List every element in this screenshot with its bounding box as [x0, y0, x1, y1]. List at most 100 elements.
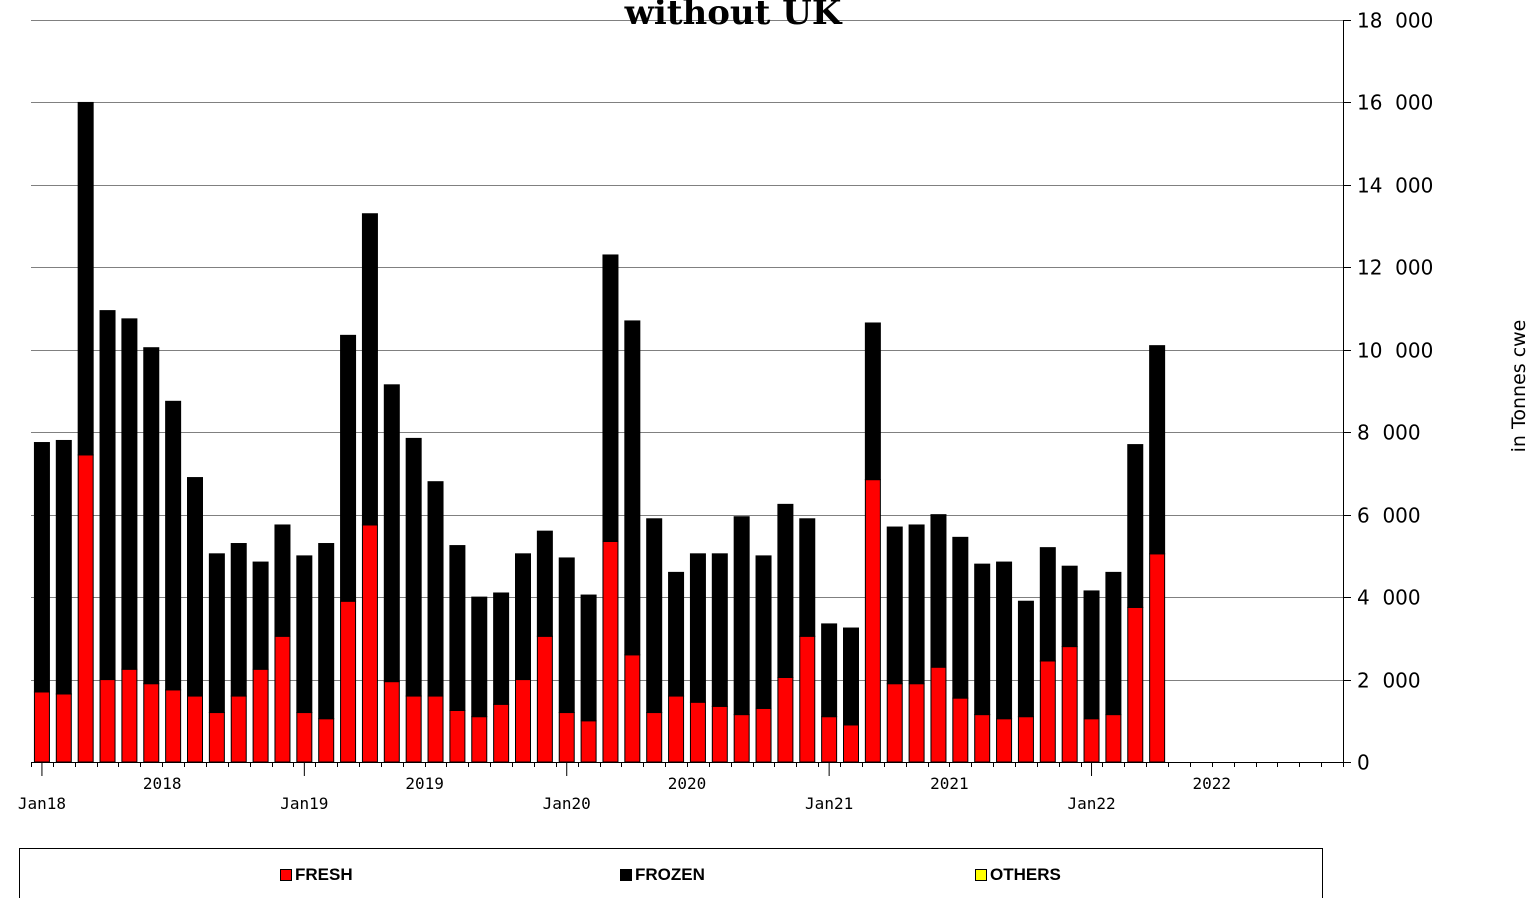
- bar-fresh: [230, 695, 247, 763]
- bar-frozen: [471, 596, 488, 718]
- bar-fresh: [843, 724, 859, 763]
- legend-swatch-frozen: [620, 869, 632, 881]
- x-month-label: Jan21: [805, 794, 853, 813]
- x-year-label: 2018: [143, 774, 182, 793]
- y-tick-label: 6 000: [1357, 504, 1421, 528]
- bars: [33, 101, 1166, 763]
- y-tick-label: 10 000: [1357, 339, 1433, 363]
- bar-fresh: [55, 693, 72, 763]
- bar-fresh: [1039, 660, 1056, 763]
- bar-frozen: [296, 555, 313, 714]
- bar-frozen: [996, 561, 1013, 720]
- bar-fresh: [274, 635, 291, 763]
- y-tick-label: 0: [1357, 751, 1370, 775]
- bar-fresh: [711, 705, 728, 763]
- bar-frozen: [886, 526, 903, 685]
- bar-frozen: [974, 563, 991, 716]
- bar-fresh: [886, 683, 903, 763]
- bar-frozen: [230, 543, 247, 697]
- bar-fresh: [558, 712, 575, 763]
- bar-fresh: [1127, 606, 1144, 763]
- bar-fresh: [777, 676, 794, 763]
- bar-frozen: [143, 347, 160, 685]
- bar-fresh: [318, 718, 335, 763]
- y-tick-label: 18 000: [1357, 9, 1433, 33]
- bar-fresh: [143, 683, 160, 763]
- y-tick-label: 14 000: [1357, 174, 1433, 198]
- x-year-label: 2021: [930, 774, 969, 793]
- bar-frozen: [318, 543, 335, 720]
- bar-frozen: [1017, 600, 1034, 718]
- bar-frozen: [77, 101, 94, 456]
- bar-frozen: [1127, 444, 1144, 608]
- bar-frozen: [536, 530, 553, 637]
- bar-fresh: [733, 714, 750, 763]
- bar-fresh: [996, 718, 1013, 763]
- bar-frozen: [755, 555, 772, 709]
- bar-fresh: [471, 716, 488, 763]
- bar-frozen: [121, 318, 138, 670]
- bar-fresh: [689, 701, 706, 763]
- bar-fresh: [864, 479, 881, 763]
- chart-title: without UK: [624, 0, 843, 33]
- x-year-label: 2022: [1193, 774, 1232, 793]
- bar-fresh: [602, 540, 619, 763]
- bar-frozen: [668, 571, 685, 697]
- bar-frozen: [843, 627, 859, 726]
- bar-fresh: [755, 707, 772, 763]
- legend-item-fresh: FRESH: [280, 865, 353, 885]
- y-tick-label: 4 000: [1357, 586, 1421, 610]
- bar-fresh: [799, 635, 816, 763]
- bar-frozen: [1061, 565, 1078, 648]
- bar-fresh: [208, 712, 225, 763]
- bar-frozen: [165, 400, 182, 691]
- y-tick-label: 2 000: [1357, 669, 1421, 693]
- bar-fresh: [121, 668, 138, 763]
- bar-fresh: [296, 712, 313, 763]
- bar-fresh: [908, 683, 925, 763]
- bar-frozen: [274, 524, 291, 637]
- bar-frozen: [1149, 345, 1166, 555]
- bar-fresh: [33, 691, 50, 763]
- bar-fresh: [252, 668, 269, 763]
- bar-fresh: [493, 703, 510, 763]
- legend-label-fresh: FRESH: [295, 865, 353, 884]
- bar-fresh: [99, 679, 116, 763]
- x-month-label: Jan22: [1067, 794, 1115, 813]
- bar-frozen: [799, 518, 816, 637]
- bar-fresh: [1105, 714, 1122, 763]
- bar-frozen: [777, 503, 794, 678]
- bar-frozen: [733, 516, 750, 716]
- x-year-label: 2020: [668, 774, 707, 793]
- y-tick-label: 12 000: [1357, 256, 1433, 280]
- legend-swatch-fresh: [280, 869, 292, 881]
- bar-frozen: [427, 481, 444, 697]
- bar-frozen: [711, 553, 728, 707]
- bar-frozen: [864, 322, 881, 481]
- bar-frozen: [361, 213, 378, 526]
- bar-fresh: [536, 635, 553, 763]
- bar-frozen: [952, 536, 969, 699]
- x-month-label: Jan20: [543, 794, 591, 813]
- legend-label-frozen: FROZEN: [635, 865, 705, 884]
- y-tick-label: 16 000: [1357, 91, 1433, 115]
- legend-item-others: OTHERS: [975, 865, 1061, 885]
- bar-frozen: [580, 594, 597, 722]
- bar-frozen: [1105, 571, 1122, 716]
- bar-frozen: [689, 553, 706, 703]
- legend-item-frozen: FROZEN: [620, 865, 705, 885]
- legend-label-others: OTHERS: [990, 865, 1061, 884]
- bar-fresh: [515, 679, 531, 763]
- x-month-label: Jan19: [280, 794, 328, 813]
- bar-fresh: [821, 716, 838, 763]
- x-month-label: Jan18: [18, 794, 66, 813]
- bar-frozen: [55, 439, 72, 695]
- bar-frozen: [930, 514, 947, 668]
- bar-frozen: [908, 524, 925, 685]
- bar-fresh: [165, 689, 182, 763]
- bar-fresh: [77, 454, 94, 763]
- bar-frozen: [493, 592, 510, 705]
- bar-fresh: [952, 697, 969, 763]
- bar-fresh: [449, 709, 466, 763]
